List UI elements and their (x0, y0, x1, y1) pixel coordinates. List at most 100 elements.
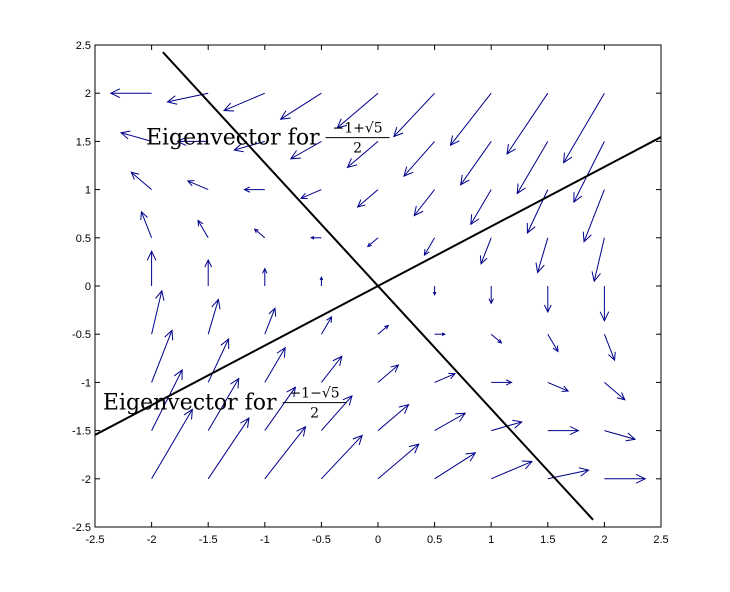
vector-arrow (289, 140, 322, 160)
vector-arrow (279, 92, 322, 120)
vector-arrow (336, 92, 379, 129)
vector-arrow (377, 403, 410, 431)
x-tick-label: 0.5 (427, 534, 442, 546)
vector-arrow (356, 189, 379, 208)
annotation-eigenvector-1-label: Eigenvector for (146, 126, 320, 151)
x-tick-label: 2.5 (653, 534, 668, 546)
vector-arrow (403, 141, 435, 177)
x-tick-label: -1 (260, 534, 270, 546)
vector-arrow (535, 237, 549, 274)
vector-arrow (526, 189, 549, 235)
vector-arrow (119, 130, 152, 142)
x-tick-label: 1.5 (540, 534, 555, 546)
vector-arrow (599, 286, 610, 322)
vector-arrow (459, 141, 492, 186)
vector-arrow (321, 355, 343, 383)
vector-arrow (346, 141, 379, 169)
vector-arrow (423, 237, 436, 257)
vector-field (109, 88, 647, 484)
vector-arrow (449, 92, 492, 147)
vector-arrow (264, 307, 277, 335)
x-tick-label: -1.5 (199, 534, 218, 546)
eigenvector-line (162, 51, 594, 521)
vector-arrow (470, 189, 492, 226)
vector-arrow (434, 332, 446, 336)
vector-arrow (479, 237, 492, 265)
vector-arrow (151, 329, 174, 383)
x-tick-label: 2 (601, 534, 607, 546)
y-tick-label: -2.5 (72, 522, 91, 534)
vector-arrow (253, 228, 266, 239)
annotation-eigenvector-2-label: Eigenvector for (103, 391, 277, 416)
annotation-eigenvector-2-denominator: 2 (310, 406, 319, 422)
annotation-eigenvector-1-denominator: 2 (353, 141, 362, 157)
eigenvector-lines (95, 51, 661, 521)
vector-arrow (197, 219, 209, 239)
y-tick-label: -1.5 (72, 426, 91, 438)
vector-arrow (604, 382, 626, 401)
vector-arrow (243, 186, 265, 193)
vector-arrow (264, 346, 286, 383)
vector-arrow (516, 141, 549, 195)
annotation-eigenvector-2: Eigenvector for −1−√5 2 (103, 386, 347, 422)
y-tick-label: -0.5 (72, 329, 91, 341)
vector-arrow (491, 460, 534, 480)
vector-arrow (377, 324, 390, 335)
vector-arrow (207, 417, 250, 480)
vector-arrow (603, 334, 616, 362)
vector-arrow (207, 377, 240, 431)
vector-arrow (488, 286, 494, 305)
x-tick-label: 1 (488, 534, 494, 546)
vector-arrow (151, 408, 193, 480)
vector-arrow (109, 88, 152, 98)
vector-arrow (146, 250, 157, 286)
vector-arrow (264, 425, 307, 480)
vector-arrow (413, 189, 435, 217)
y-tick-label: -1 (81, 377, 91, 389)
vector-arrow (547, 426, 580, 436)
annotation-eigenvector-1-numerator: −1+√5 (332, 121, 382, 137)
vector-arrow (547, 381, 570, 392)
vector-arrow (310, 236, 322, 240)
vector-arrow (320, 315, 333, 335)
y-tick-label: 2 (85, 88, 91, 100)
vector-arrow (321, 434, 363, 480)
vector-arrow (262, 267, 268, 286)
y-tick-label: 0.5 (76, 233, 91, 245)
vector-arrow (604, 430, 637, 442)
y-tick-label: -2 (81, 474, 91, 486)
vector-arrow (151, 289, 165, 335)
vector-arrow (299, 189, 322, 200)
vector-arrow (393, 92, 435, 138)
vector-arrow (604, 474, 647, 484)
y-tick-label: 1 (85, 185, 91, 197)
vector-arrow (366, 237, 379, 248)
vector-arrow (563, 92, 605, 164)
vector-arrow (176, 136, 209, 146)
vector-arrow (434, 452, 477, 480)
vector-arrow (543, 286, 552, 314)
vector-arrow (506, 92, 549, 155)
vector-arrow (186, 180, 209, 191)
vector-arrow (434, 372, 457, 383)
vector-arrow (321, 395, 353, 431)
vector-arrow (491, 379, 513, 386)
x-tick-label: -0.5 (312, 534, 331, 546)
vector-arrow (264, 386, 297, 431)
vector-arrow (490, 333, 503, 344)
annotation-eigenvector-2-numerator: −1−√5 (289, 386, 339, 402)
vector-arrow (547, 333, 559, 353)
vector-arrow (222, 92, 265, 112)
vector-arrow (140, 210, 153, 238)
vector-arrow (432, 286, 437, 296)
x-tick-label: -2 (147, 534, 157, 546)
x-tick-label: 0 (375, 534, 381, 546)
vector-arrow (377, 364, 400, 383)
vector-arrow (207, 337, 230, 383)
vector-arrow (130, 171, 152, 190)
vector-arrow (319, 276, 324, 286)
y-tick-label: 1.5 (76, 136, 91, 148)
x-tick-label: -2.5 (86, 534, 105, 546)
vector-arrow (582, 189, 605, 243)
